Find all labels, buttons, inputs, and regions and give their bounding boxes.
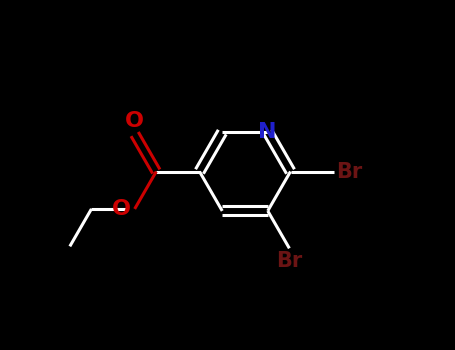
Text: O: O	[125, 111, 144, 131]
Text: N: N	[258, 122, 277, 142]
Text: Br: Br	[276, 251, 303, 271]
Text: Br: Br	[337, 161, 363, 182]
Text: O: O	[112, 199, 131, 219]
